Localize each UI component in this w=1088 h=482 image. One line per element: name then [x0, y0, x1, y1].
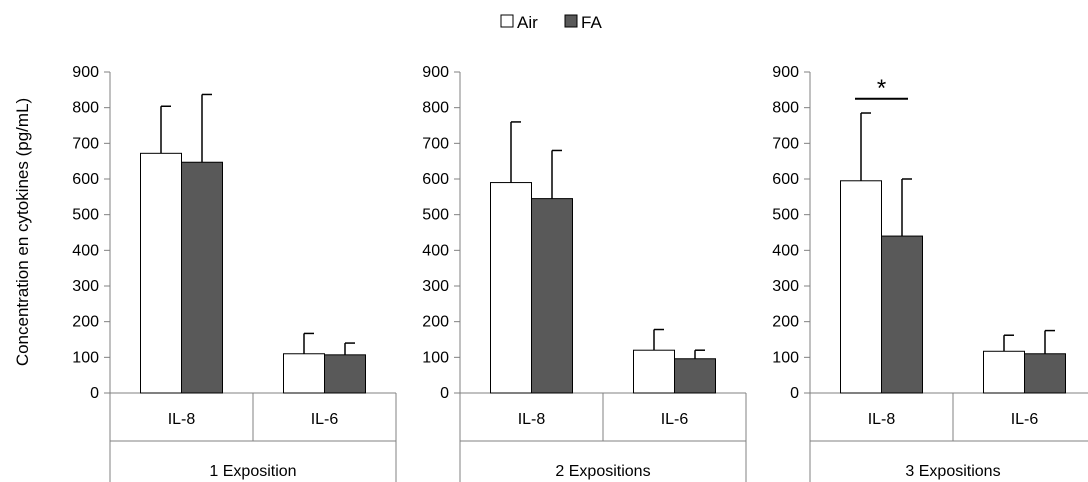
category-label: IL-8 — [168, 411, 196, 428]
category-label: IL-6 — [1011, 411, 1039, 428]
bar-air — [490, 182, 532, 394]
y-tick-label: 900 — [422, 64, 449, 81]
y-tick-label: 500 — [772, 207, 799, 224]
chart-panel: 0 100 200 300 400 500 600 700 800 900 IL-8 IL-6 1 Ex… — [72, 64, 397, 482]
group-label: 2 Expositions — [555, 463, 650, 480]
y-tick-label: 700 — [772, 135, 799, 152]
chart-panels: 0 100 200 300 400 500 600 700 800 900 IL-8 IL-6 1 Ex… — [72, 64, 1088, 482]
y-tick-label: 300 — [422, 278, 449, 295]
category-label: IL-8 — [868, 411, 896, 428]
y-tick-label: 0 — [790, 385, 799, 402]
y-tick-label: 100 — [422, 349, 449, 366]
group-label: 1 Exposition — [209, 463, 296, 480]
y-tick-label: 400 — [72, 242, 99, 259]
legend-swatch-air — [500, 14, 514, 28]
category-label: IL-8 — [518, 411, 546, 428]
bar-air — [633, 349, 675, 394]
chart-panel: 0 100 200 300 400 500 600 700 800 900 IL-8 IL-6 2 Ex… — [422, 64, 747, 482]
y-tick-label: 400 — [422, 242, 449, 259]
y-tick-label: 600 — [772, 171, 799, 188]
y-tick-label: 0 — [90, 385, 99, 402]
bar-fa — [531, 198, 573, 394]
legend-label-air: Air — [517, 13, 538, 32]
y-tick-label: 200 — [72, 314, 99, 331]
bar-fa — [181, 161, 223, 394]
legend-swatch-fa — [564, 14, 578, 28]
y-axis-title: Concentration en cytokines (pg/mL) — [13, 98, 32, 366]
y-tick-label: 200 — [772, 314, 799, 331]
significance-marker: * — [877, 75, 886, 102]
bar-air — [140, 152, 182, 394]
y-tick-label: 600 — [72, 171, 99, 188]
y-tick-label: 800 — [422, 100, 449, 117]
bar-fa — [1024, 353, 1066, 394]
y-tick-label: 800 — [72, 100, 99, 117]
y-tick-label: 900 — [72, 64, 99, 81]
y-tick-label: 0 — [440, 385, 449, 402]
bar-fa — [881, 235, 923, 394]
y-tick-label: 600 — [422, 171, 449, 188]
y-tick-label: 900 — [772, 64, 799, 81]
bar-fa — [674, 358, 716, 394]
y-tick-label: 100 — [72, 349, 99, 366]
y-tick-label: 500 — [422, 207, 449, 224]
group-label: 3 Expositions — [905, 463, 1000, 480]
bar-air — [840, 180, 882, 394]
category-label: IL-6 — [661, 411, 689, 428]
legend: Air FA — [500, 13, 602, 32]
y-tick-label: 800 — [772, 100, 799, 117]
y-tick-label: 300 — [772, 278, 799, 295]
bar-air — [283, 353, 325, 394]
y-tick-label: 700 — [72, 135, 99, 152]
category-label: IL-6 — [311, 411, 339, 428]
y-tick-label: 100 — [772, 349, 799, 366]
y-tick-label: 200 — [422, 314, 449, 331]
y-tick-label: 500 — [72, 207, 99, 224]
y-tick-label: 700 — [422, 135, 449, 152]
bar-air — [983, 350, 1025, 394]
legend-label-fa: FA — [581, 13, 602, 32]
y-tick-label: 400 — [772, 242, 799, 259]
y-tick-label: 300 — [72, 278, 99, 295]
bar-fa — [324, 354, 366, 394]
chart-panel: 0 100 200 300 400 500 600 700 800 900 IL-8 IL-6 3 Ex… — [772, 64, 1088, 482]
